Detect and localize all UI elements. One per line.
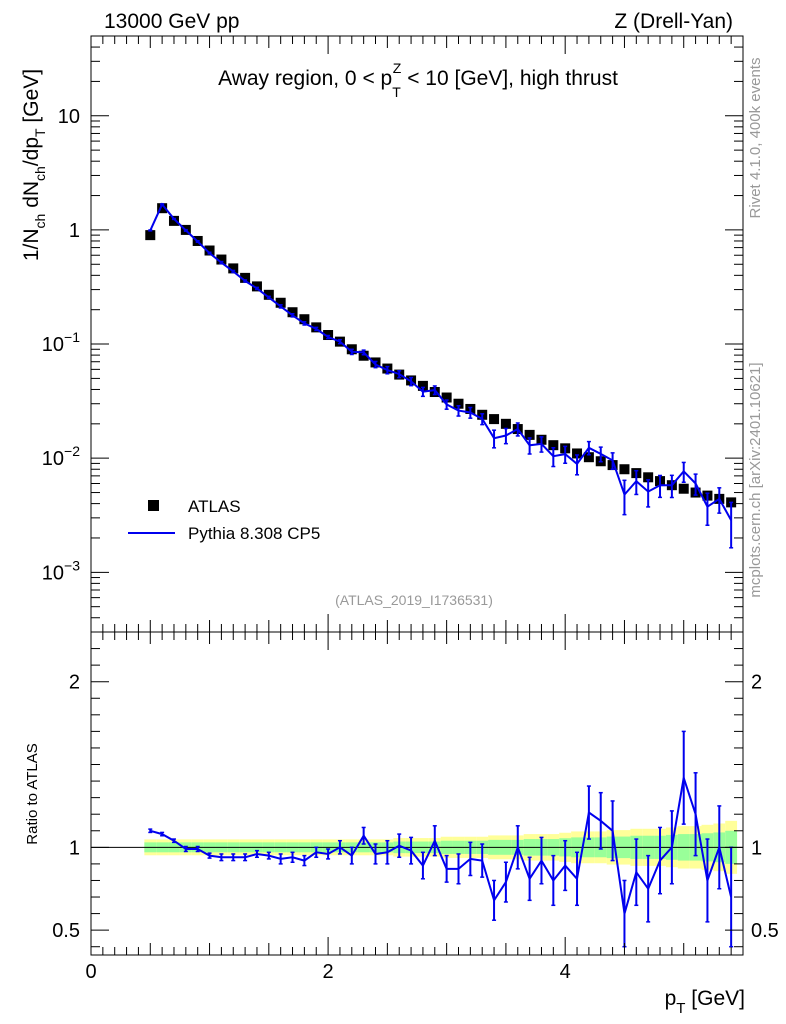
atlas-data-point: [263, 289, 274, 300]
mc-line-ratio: [150, 777, 733, 914]
atlas-data-point: [287, 307, 298, 318]
y-tick-exponent: −3: [64, 557, 80, 573]
atlas-data-point: [500, 418, 511, 429]
atlas-data-point: [204, 245, 215, 256]
legend-atlas-marker: [148, 500, 159, 511]
x-tick-label: 2: [323, 961, 334, 983]
y-label-part: /dp: [20, 137, 43, 166]
y-tick-label: 10−3: [42, 557, 80, 584]
atlas-data-point: [157, 203, 168, 214]
y-tick-label: 10: [58, 106, 80, 128]
ratio-frame: [90, 631, 744, 956]
atlas-data-point: [216, 254, 227, 265]
ratio-panel: 2 2 1 1 0.5 0.5: [52, 631, 779, 956]
atlas-data-point: [583, 452, 594, 463]
y-label-part: dN: [20, 181, 43, 214]
y-tick-exponent: −1: [64, 329, 80, 345]
atlas-data-point: [358, 350, 369, 361]
mcplots-reference-label: mcplots.cern.ch [arXiv:2401.10621]: [747, 362, 764, 597]
legend-mc-label: Pythia 8.308 CP5: [188, 524, 320, 543]
x-axis-label: pT [GeV]: [665, 987, 745, 1017]
y-label-part: ch: [32, 166, 48, 181]
analysis-watermark: (ATLAS_2019_I1736531): [335, 592, 493, 608]
y-label-part: ch: [32, 214, 48, 229]
ratio-y-tick-label: 2: [69, 672, 80, 694]
y-tick-exponent: −2: [64, 443, 80, 459]
x-label-main: p: [665, 987, 677, 1010]
ratio-y-tick-label-right: 1: [751, 837, 762, 859]
atlas-data-point: [275, 297, 286, 308]
y-tick-base: 10: [42, 334, 64, 356]
y-axis-label: 1/Nch dNch/dpT [GeV]: [20, 69, 48, 261]
atlas-data-point: [168, 215, 179, 226]
atlas-data-point: [678, 483, 689, 494]
atlas-data-point: [441, 392, 452, 403]
atlas-data-point: [240, 272, 251, 283]
rivet-version-label: Rivet 4.1.0, 400k events: [747, 58, 764, 219]
legend-atlas-label: ATLAS: [188, 497, 241, 516]
ratio-y-tick-label: 1: [69, 837, 80, 859]
y-tick-base: 10: [42, 562, 64, 584]
x-label-unit: [GeV]: [685, 987, 745, 1010]
y-label-part: 1/N: [20, 228, 43, 261]
atlas-data-point: [228, 263, 239, 274]
y-label-part: [GeV]: [20, 69, 43, 129]
ratio-y-axis-label: Ratio to ATLAS: [24, 743, 41, 844]
chart-title: Away region, 0 < pTZ < 10 [GeV], high th…: [218, 60, 618, 100]
atlas-data-point: [453, 398, 464, 409]
header-process-label: Z (Drell-Yan): [614, 10, 733, 33]
x-tick-label: 4: [560, 961, 571, 983]
y-tick-label: 10−2: [42, 443, 80, 470]
y-tick-base: 10: [58, 106, 80, 128]
title-prefix: Away region, 0 < p: [218, 67, 392, 90]
ratio-y-tick-label: 0.5: [52, 920, 80, 942]
atlas-data-point: [417, 380, 428, 391]
atlas-data-point: [524, 429, 535, 440]
atlas-data-point: [489, 414, 500, 425]
atlas-data-point: [643, 472, 654, 483]
atlas-data-point: [619, 464, 630, 475]
x-tick-label: 0: [85, 961, 96, 983]
y-tick-base: 10: [42, 448, 64, 470]
header-energy-label: 13000 GeV pp: [104, 10, 239, 33]
title-sup: Z: [393, 60, 402, 76]
atlas-data-point: [299, 314, 310, 325]
y-tick-label: 10−1: [42, 329, 80, 356]
title-suffix: < 10 [GeV], high thrust: [401, 67, 618, 90]
ratio-y-tick-label-right: 2: [751, 672, 762, 694]
atlas-data-point: [548, 440, 559, 451]
atlas-data-point: [251, 281, 262, 292]
atlas-data-point: [572, 448, 583, 459]
atlas-data-point: [145, 230, 156, 241]
x-label-sub: T: [676, 1000, 685, 1017]
legend: ATLAS Pythia 8.308 CP5: [128, 497, 320, 543]
y-label-part: T: [32, 128, 48, 137]
y-tick-base: 1: [69, 220, 80, 242]
y-tick-label: 1: [69, 220, 80, 242]
ratio-y-tick-label-right: 0.5: [751, 920, 779, 942]
title-sub: T: [392, 84, 401, 100]
